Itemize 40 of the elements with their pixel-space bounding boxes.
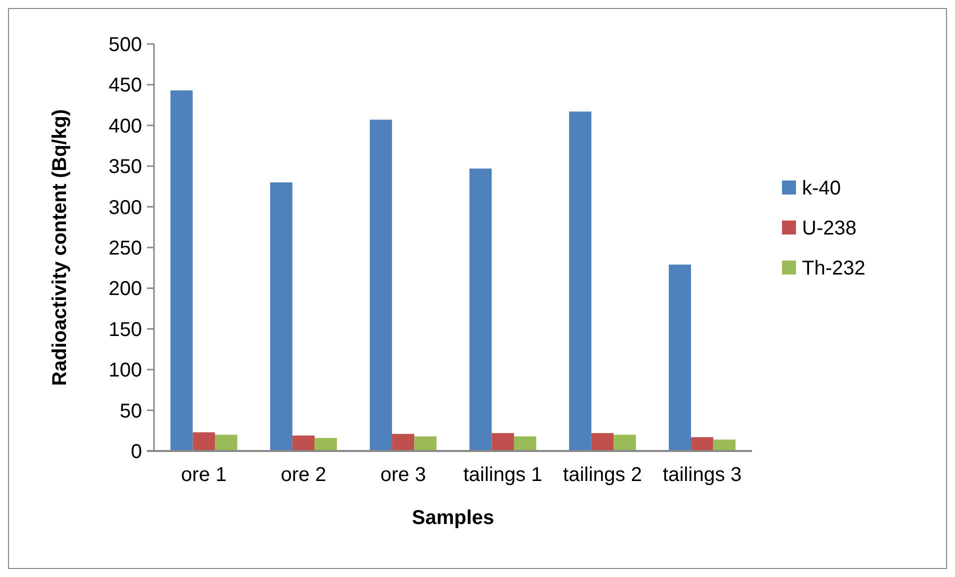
bar xyxy=(292,436,315,451)
bar xyxy=(414,436,437,451)
bar xyxy=(691,437,714,451)
y-tick-label: 0 xyxy=(130,441,142,463)
y-axis-title: Radioactivity content (Bq/kg) xyxy=(49,109,71,386)
legend-label: k-40 xyxy=(802,178,841,200)
bar xyxy=(514,436,536,451)
x-tick-label: tailings 3 xyxy=(662,464,742,486)
y-tick-label: 150 xyxy=(108,318,142,341)
x-tick-label: tailings 1 xyxy=(463,464,542,486)
bar xyxy=(214,434,238,451)
y-tick-label: 250 xyxy=(108,238,142,260)
bar xyxy=(192,432,215,451)
x-tick-label: ore 3 xyxy=(380,464,426,486)
bar xyxy=(170,90,193,451)
x-tick-label: ore 2 xyxy=(280,464,326,486)
bar xyxy=(469,168,492,451)
bar xyxy=(270,182,292,451)
x-tick-label: tailings 2 xyxy=(563,464,642,486)
bar xyxy=(370,120,392,451)
bar xyxy=(392,434,414,451)
bar xyxy=(492,433,514,451)
legend-label: Th-232 xyxy=(802,258,866,280)
x-tick-label: ore 1 xyxy=(181,464,227,486)
bar xyxy=(591,433,614,451)
y-tick-label: 350 xyxy=(108,156,142,178)
bar xyxy=(668,264,692,451)
legend-label: U-238 xyxy=(802,218,856,240)
y-tick-label: 100 xyxy=(108,360,142,382)
y-tick-label: 500 xyxy=(108,34,142,56)
bar xyxy=(614,434,636,451)
x-axis-title: Samples xyxy=(412,507,494,529)
y-tick-label: 450 xyxy=(108,74,142,97)
bar xyxy=(569,112,592,451)
bar xyxy=(314,438,337,451)
y-tick-label: 400 xyxy=(108,115,142,138)
bar xyxy=(713,440,736,451)
y-tick-label: 50 xyxy=(120,400,142,422)
y-tick-label: 300 xyxy=(108,196,142,219)
y-tick-label: 200 xyxy=(108,278,142,300)
